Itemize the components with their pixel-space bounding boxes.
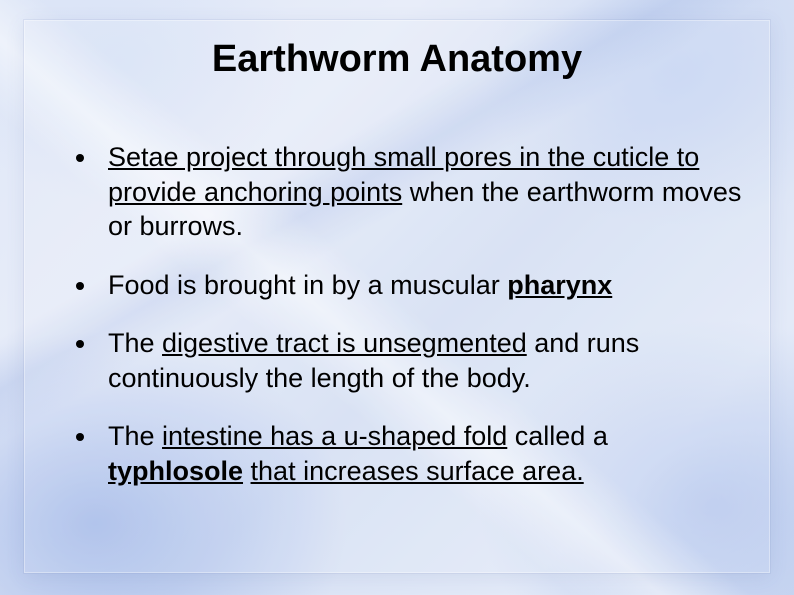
- text-segment: Food is brought in by a muscular: [108, 270, 507, 300]
- text-segment: digestive tract is unsegmented: [162, 328, 527, 358]
- bullet-item: The intestine has a u-shaped fold called…: [68, 419, 746, 488]
- slide-title: Earthworm Anatomy: [0, 38, 794, 81]
- text-segment: typhlosole: [108, 456, 243, 486]
- text-segment: called a: [507, 421, 608, 451]
- bullet-item: The digestive tract is unsegmented and r…: [68, 326, 746, 395]
- text-segment: [243, 456, 251, 486]
- text-segment: that increases surface area.: [251, 456, 584, 486]
- text-segment: The: [108, 421, 162, 451]
- text-segment: The: [108, 328, 162, 358]
- text-segment: pharynx: [507, 270, 612, 300]
- text-segment: intestine has a u-shaped fold: [162, 421, 507, 451]
- bullet-item: Food is brought in by a muscular pharynx: [68, 268, 746, 303]
- bullet-item: Setae project through small pores in the…: [68, 140, 746, 244]
- bullet-list: Setae project through small pores in the…: [68, 140, 746, 488]
